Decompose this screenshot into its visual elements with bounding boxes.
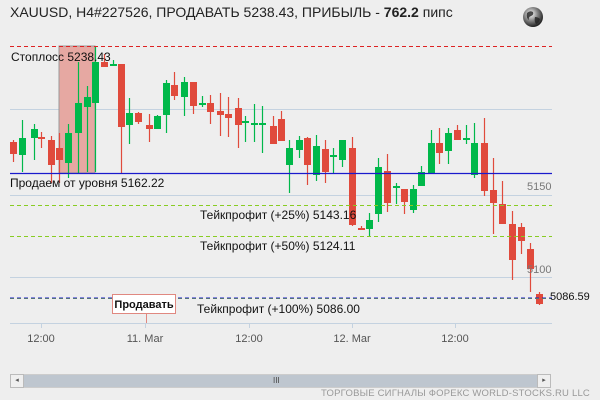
candle bbox=[270, 126, 277, 144]
candle bbox=[65, 133, 72, 163]
candle bbox=[471, 143, 478, 175]
entry-label: Продаем от уровня 5162.22 bbox=[10, 176, 165, 190]
candle bbox=[251, 123, 258, 125]
current-price-label: 5086.59 bbox=[550, 291, 590, 303]
candle bbox=[286, 148, 293, 165]
scroll-right-button[interactable]: ▸ bbox=[537, 374, 551, 388]
candle bbox=[199, 103, 206, 105]
candle bbox=[259, 123, 266, 125]
candle bbox=[410, 189, 417, 210]
x-tick-1: 11. Mar bbox=[126, 333, 164, 345]
candle bbox=[278, 119, 285, 141]
candle bbox=[190, 82, 197, 106]
grid bbox=[10, 109, 552, 328]
candle bbox=[38, 137, 45, 139]
candle bbox=[509, 224, 516, 260]
candle bbox=[84, 97, 91, 107]
candle bbox=[384, 171, 391, 203]
candle bbox=[454, 130, 461, 140]
candle bbox=[322, 149, 329, 172]
candle bbox=[428, 143, 435, 174]
stoploss-label: Стоплосс 5238.43 bbox=[11, 50, 111, 64]
candle bbox=[463, 138, 470, 140]
candle bbox=[490, 190, 497, 203]
scroll-left-button[interactable]: ◂ bbox=[10, 374, 24, 388]
tp100-label: Тейкпрофит (+100%) 5086.00 bbox=[197, 302, 360, 316]
candle bbox=[118, 64, 125, 127]
candle bbox=[225, 114, 232, 118]
candlestick-chart[interactable] bbox=[0, 0, 600, 370]
sell-signal-badge[interactable]: Продавать bbox=[112, 294, 176, 314]
candle bbox=[339, 140, 346, 160]
candle bbox=[171, 85, 178, 96]
candle bbox=[56, 148, 63, 160]
x-tick-3: 12. Mar bbox=[333, 333, 371, 345]
x-tick-4: 12:00 bbox=[441, 333, 469, 345]
candle bbox=[401, 189, 408, 202]
candle bbox=[235, 108, 242, 125]
candles bbox=[10, 47, 543, 305]
candle bbox=[296, 140, 303, 150]
candle bbox=[31, 129, 38, 138]
candle bbox=[349, 148, 356, 225]
globe-icon[interactable] bbox=[522, 6, 544, 28]
candle bbox=[146, 125, 153, 129]
candle bbox=[48, 140, 55, 165]
footer-credit: ТОРГОВЫЕ СИГНАЛЫ ФОРЕКС WORLD-STOCKS.RU … bbox=[320, 388, 590, 399]
candle bbox=[375, 167, 382, 214]
candle bbox=[393, 186, 400, 188]
tp25-label: Тейкпрофит (+25%) 5143.16 bbox=[200, 208, 357, 222]
candle bbox=[366, 220, 373, 229]
candle bbox=[304, 138, 311, 165]
x-tick-0: 12:00 bbox=[27, 333, 55, 345]
candle bbox=[10, 142, 17, 154]
candle bbox=[217, 111, 224, 115]
y-tick-5150: 5150 bbox=[527, 181, 552, 193]
candle bbox=[527, 249, 534, 269]
candle bbox=[110, 64, 117, 66]
candle bbox=[499, 204, 506, 224]
candle bbox=[101, 62, 108, 67]
candle bbox=[181, 82, 188, 97]
candle bbox=[135, 113, 142, 122]
chart-title: XAUUSD, H4#227526, ПРОДАВАТЬ 5238.43, ПР… bbox=[10, 4, 453, 20]
candle bbox=[536, 294, 543, 304]
candle bbox=[207, 103, 214, 112]
title-prefix: XAUUSD, H4#227526, ПРОДАВАТЬ 5238.43, ПР… bbox=[10, 4, 384, 20]
horizontal-scrollbar[interactable]: ◂ III ▸ bbox=[10, 374, 551, 388]
candle bbox=[19, 138, 26, 155]
candle bbox=[75, 103, 82, 133]
candle bbox=[330, 155, 337, 157]
candle bbox=[481, 143, 488, 191]
profit-unit: пипс bbox=[418, 4, 453, 20]
candle bbox=[154, 116, 161, 129]
tp50-label: Тейкпрофит (+50%) 5124.11 bbox=[200, 239, 356, 253]
profit-value: 762.2 bbox=[383, 4, 419, 20]
candle bbox=[126, 113, 133, 125]
candle bbox=[445, 133, 452, 151]
candle bbox=[242, 121, 249, 123]
candle bbox=[436, 143, 443, 153]
candle bbox=[313, 146, 320, 175]
candle bbox=[358, 228, 365, 230]
candle bbox=[518, 227, 525, 241]
candle bbox=[418, 172, 425, 186]
x-tick-2: 12:00 bbox=[235, 333, 263, 345]
scroll-grip-icon[interactable]: III bbox=[273, 376, 280, 385]
candle bbox=[163, 83, 170, 115]
candle bbox=[92, 62, 99, 103]
y-tick-5100: 5100 bbox=[527, 264, 552, 276]
